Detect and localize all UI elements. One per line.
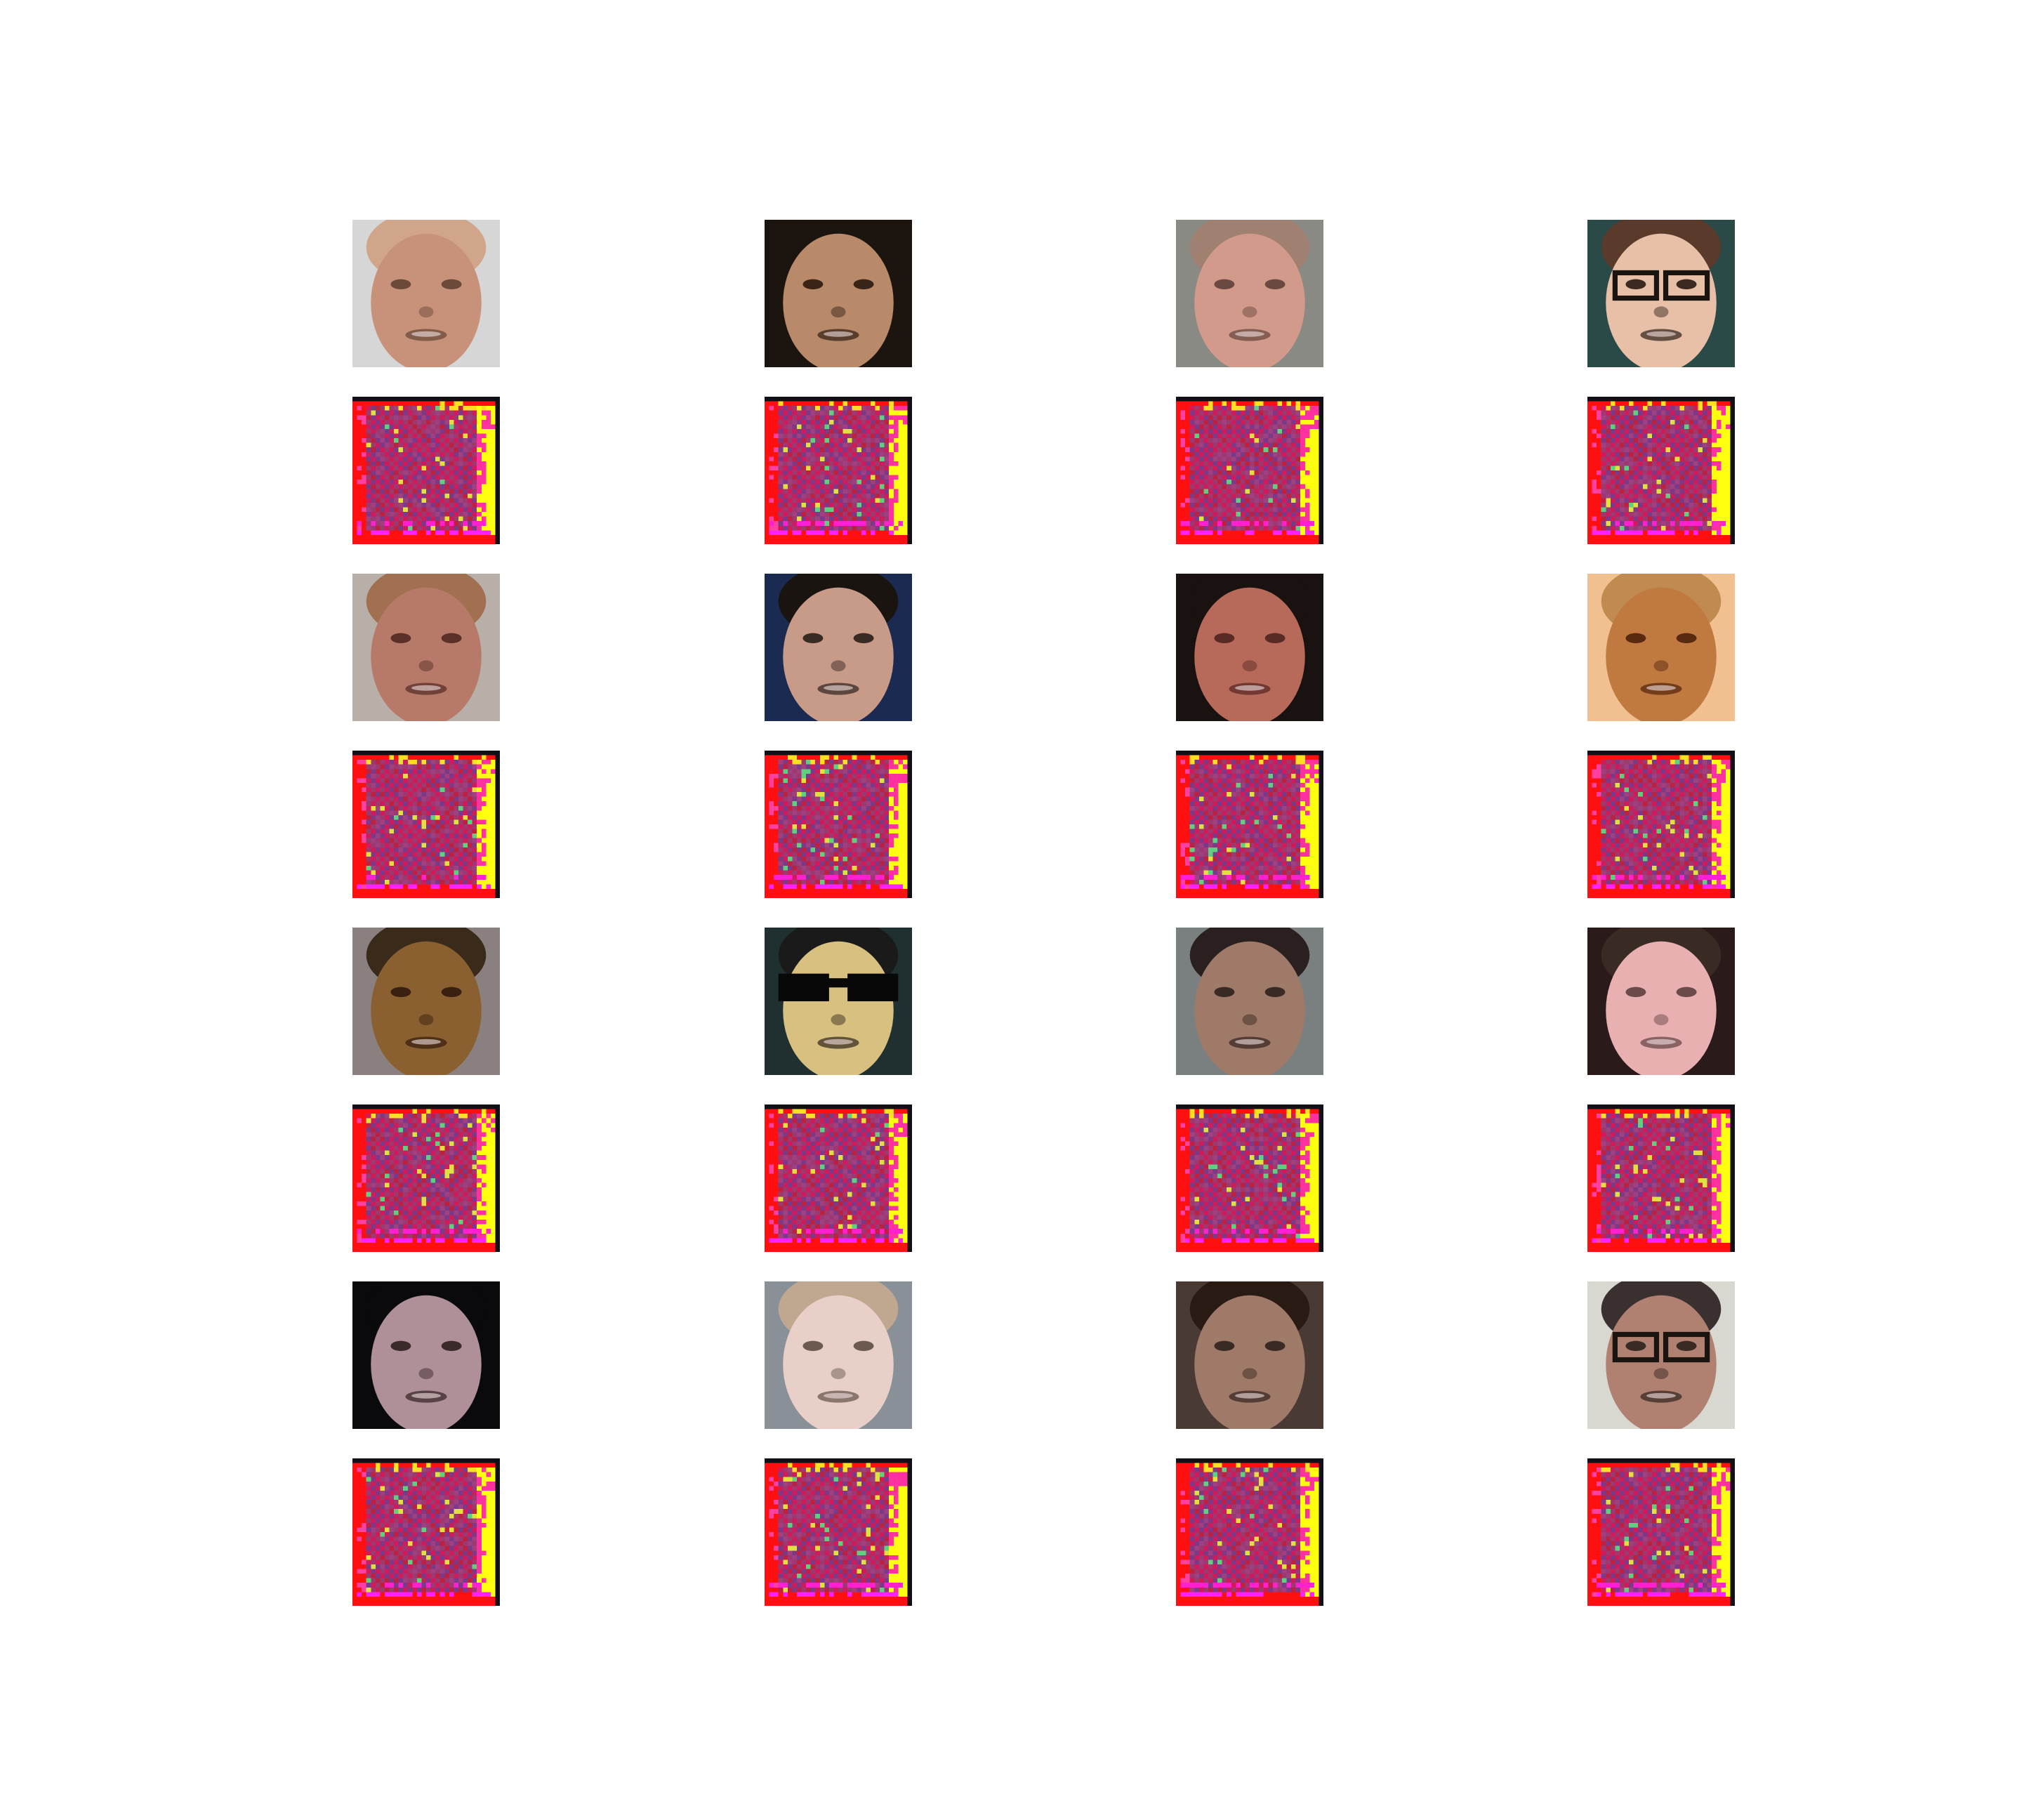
face-image [1587,574,1735,721]
face-image [352,574,500,721]
face-image [1587,1281,1735,1429]
face-image [765,1281,912,1429]
generated-noise-image [352,1458,500,1606]
generated-noise-image [1176,1458,1323,1606]
generated-noise-image [765,751,912,898]
face-image [1176,220,1323,367]
generated-noise-image [1587,1104,1735,1252]
face-image [1587,928,1735,1075]
generated-noise-image [1176,751,1323,898]
face-image [1587,220,1735,367]
face-image [352,928,500,1075]
face-image [1176,928,1323,1075]
generated-noise-image [352,1104,500,1252]
face-image [352,1281,500,1429]
face-image [765,928,912,1075]
generated-noise-image [765,1458,912,1606]
face-image [765,220,912,367]
generated-noise-image [352,751,500,898]
face-image [1176,574,1323,721]
generated-noise-image [1176,1104,1323,1252]
generated-noise-image [1587,751,1735,898]
generated-noise-image [765,397,912,544]
face-image [1176,1281,1323,1429]
generated-noise-image [1587,397,1735,544]
face-image [352,220,500,367]
face-image [765,574,912,721]
generated-noise-image [1587,1458,1735,1606]
generated-noise-image [765,1104,912,1252]
generated-noise-image [352,397,500,544]
generated-noise-image [1176,397,1323,544]
